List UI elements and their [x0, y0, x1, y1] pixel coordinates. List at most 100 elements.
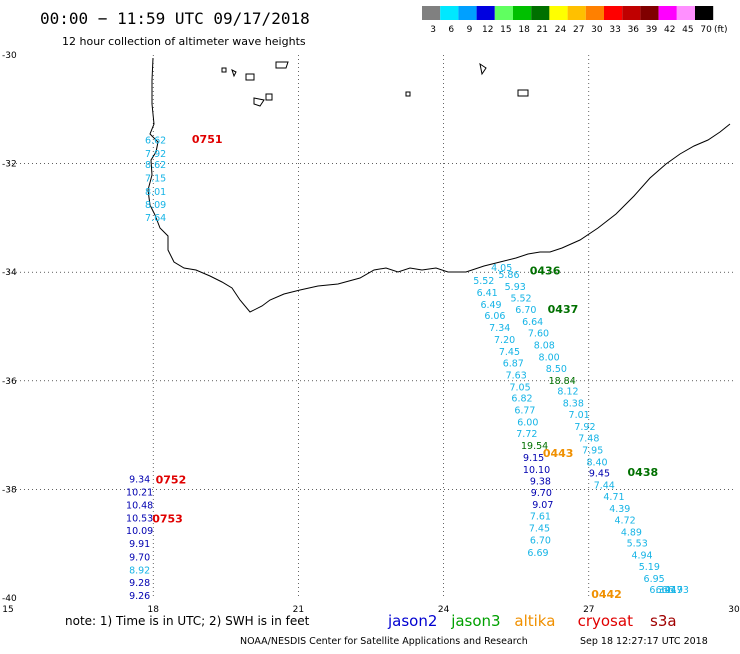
legend-swatch: [422, 6, 441, 20]
legend-label: 33: [609, 25, 620, 35]
y-tick-label: -40: [2, 594, 17, 604]
y-tick-label: -30: [2, 51, 17, 61]
swh-value: 7.72: [516, 429, 537, 440]
legend-label: 9: [467, 25, 473, 35]
legend-swatch: [676, 6, 695, 20]
swh-value: 7.63: [506, 370, 527, 381]
island-6: [275, 61, 289, 69]
swh-value: 7.05: [509, 382, 530, 393]
swh-value: 6.87: [503, 358, 524, 369]
swh-value: 6.77: [514, 406, 535, 417]
swh-value: 6.00: [517, 418, 538, 429]
swh-value: 6.70: [515, 305, 536, 316]
satellite-name: cryosat: [578, 612, 633, 630]
swh-value: 4.94: [631, 551, 652, 562]
swh-value: 7.44: [594, 481, 615, 492]
swh-value: 7.60: [528, 329, 549, 340]
swh-value: 9.15: [523, 453, 544, 464]
legend-label: 6: [448, 25, 454, 35]
swh-value: 7.92: [145, 149, 166, 160]
satellite-name: jason2: [387, 612, 437, 630]
swh-value: 8.12: [557, 387, 578, 398]
island-3: [245, 73, 255, 81]
map-title: 00:00 − 11:59 UTC 09/17/2018: [40, 9, 310, 28]
swh-value: 7.15: [145, 173, 166, 184]
swh-value: 6.91: [656, 585, 677, 596]
swh-value: 8.01: [145, 187, 166, 198]
legend-swatch: [549, 6, 568, 20]
island-9: [517, 89, 529, 97]
legend-swatch: [604, 6, 623, 20]
swh-value: 8.62: [145, 160, 166, 171]
swh-value: 6.69: [527, 548, 548, 559]
legend-swatch: [695, 6, 714, 20]
swh-value: 10.09: [126, 526, 153, 537]
y-tick-label: -36: [2, 377, 17, 387]
legend-label: 18: [518, 25, 530, 35]
pass-time-label: 0442: [591, 588, 622, 601]
swh-value: 9.26: [129, 591, 150, 602]
legend-label: 21: [537, 25, 548, 35]
satellite-name: jason3: [450, 612, 500, 630]
swh-value: 18.84: [549, 376, 576, 387]
lat-lon-grid: 15 18 21 24 27 30 -30 -32 -34 -36 -38 -40: [2, 51, 740, 615]
island-5: [265, 93, 273, 101]
swh-value: 4.05: [491, 263, 512, 274]
swh-value: 8.00: [539, 352, 560, 363]
wave-height-values: 6.627.928.627.158.018.097.649.3410.2110.…: [126, 135, 689, 602]
swh-value: 7.61: [530, 512, 551, 523]
pass-time-label: 0751: [192, 133, 223, 146]
swh-value: 6.47: [661, 585, 682, 596]
swh-value: 7.45: [529, 523, 550, 534]
swh-value: 6.82: [511, 394, 532, 405]
swh-value: 9.07: [532, 500, 553, 511]
swh-value: 7.95: [582, 445, 603, 456]
swh-value: 10.48: [126, 501, 153, 512]
legend-label: 15: [500, 25, 511, 35]
legend-swatch: [622, 6, 641, 20]
swh-value: 10.53: [126, 514, 153, 525]
legend-label: 42: [664, 25, 675, 35]
swh-value: 8.40: [586, 457, 607, 468]
legend-swatch: [658, 6, 677, 20]
swh-value: 5.19: [639, 562, 660, 573]
swh-value: 6.95: [644, 574, 665, 585]
legend-label: 70: [700, 25, 712, 35]
y-tick-label: -38: [2, 485, 17, 495]
x-tick-label: 15: [2, 605, 13, 615]
y-tick-label: -32: [2, 160, 17, 170]
swh-value: 5.52: [510, 293, 531, 304]
legend-label: 27: [573, 25, 584, 35]
swh-value: 9.45: [589, 469, 610, 480]
satellite-name: s3a: [650, 612, 677, 630]
swh-value: 9.70: [531, 488, 552, 499]
swh-value: 8.09: [145, 200, 166, 211]
pass-time-label: 0752: [156, 474, 187, 487]
island-8: [479, 62, 487, 76]
swh-value: 8.50: [546, 364, 567, 375]
swh-value: 7.45: [499, 347, 520, 358]
legend-swatch: [494, 6, 513, 20]
swh-value: 8.08: [534, 341, 555, 352]
swh-value: 10.21: [126, 488, 153, 499]
south-africa-coastline: [147, 57, 731, 313]
legend-label: 39: [646, 25, 658, 35]
y-tick-label: -34: [2, 268, 17, 278]
swh-value: 5.86: [498, 270, 519, 281]
footer-timestamp: Sep 18 12:27:17 UTC 2018: [580, 636, 708, 647]
legend-label: 24: [555, 25, 567, 35]
swh-value: 9.28: [129, 578, 150, 589]
swh-value: 7.48: [578, 433, 599, 444]
swh-value: 9.70: [129, 552, 150, 563]
pass-time-label: 0753: [152, 513, 183, 526]
pass-time-label: 0443: [543, 447, 574, 460]
island-2: [231, 69, 237, 78]
legend-swatch: [640, 6, 659, 20]
swh-value: 9.34: [129, 475, 150, 486]
legend-swatch: [476, 6, 495, 20]
satellite-name: altika: [514, 612, 555, 630]
swh-value: 4.89: [621, 527, 642, 538]
swh-value: 5.93: [505, 282, 526, 293]
